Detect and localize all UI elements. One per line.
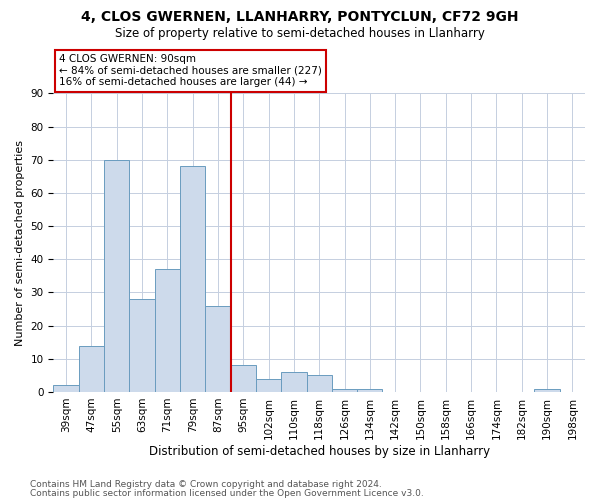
Bar <box>357 388 382 392</box>
Bar <box>53 386 79 392</box>
Y-axis label: Number of semi-detached properties: Number of semi-detached properties <box>15 140 25 346</box>
Bar <box>130 299 155 392</box>
Bar <box>180 166 205 392</box>
Bar <box>79 346 104 392</box>
Bar <box>230 366 256 392</box>
Bar <box>256 378 281 392</box>
X-axis label: Distribution of semi-detached houses by size in Llanharry: Distribution of semi-detached houses by … <box>149 444 490 458</box>
Bar <box>535 388 560 392</box>
Text: Contains HM Land Registry data © Crown copyright and database right 2024.: Contains HM Land Registry data © Crown c… <box>30 480 382 489</box>
Bar <box>155 269 180 392</box>
Text: 4 CLOS GWERNEN: 90sqm
← 84% of semi-detached houses are smaller (227)
16% of sem: 4 CLOS GWERNEN: 90sqm ← 84% of semi-deta… <box>59 54 322 88</box>
Text: 4, CLOS GWERNEN, LLANHARRY, PONTYCLUN, CF72 9GH: 4, CLOS GWERNEN, LLANHARRY, PONTYCLUN, C… <box>81 10 519 24</box>
Bar <box>104 160 130 392</box>
Bar <box>281 372 307 392</box>
Text: Contains public sector information licensed under the Open Government Licence v3: Contains public sector information licen… <box>30 488 424 498</box>
Bar <box>205 306 230 392</box>
Bar <box>332 388 357 392</box>
Bar <box>307 376 332 392</box>
Text: Size of property relative to semi-detached houses in Llanharry: Size of property relative to semi-detach… <box>115 28 485 40</box>
